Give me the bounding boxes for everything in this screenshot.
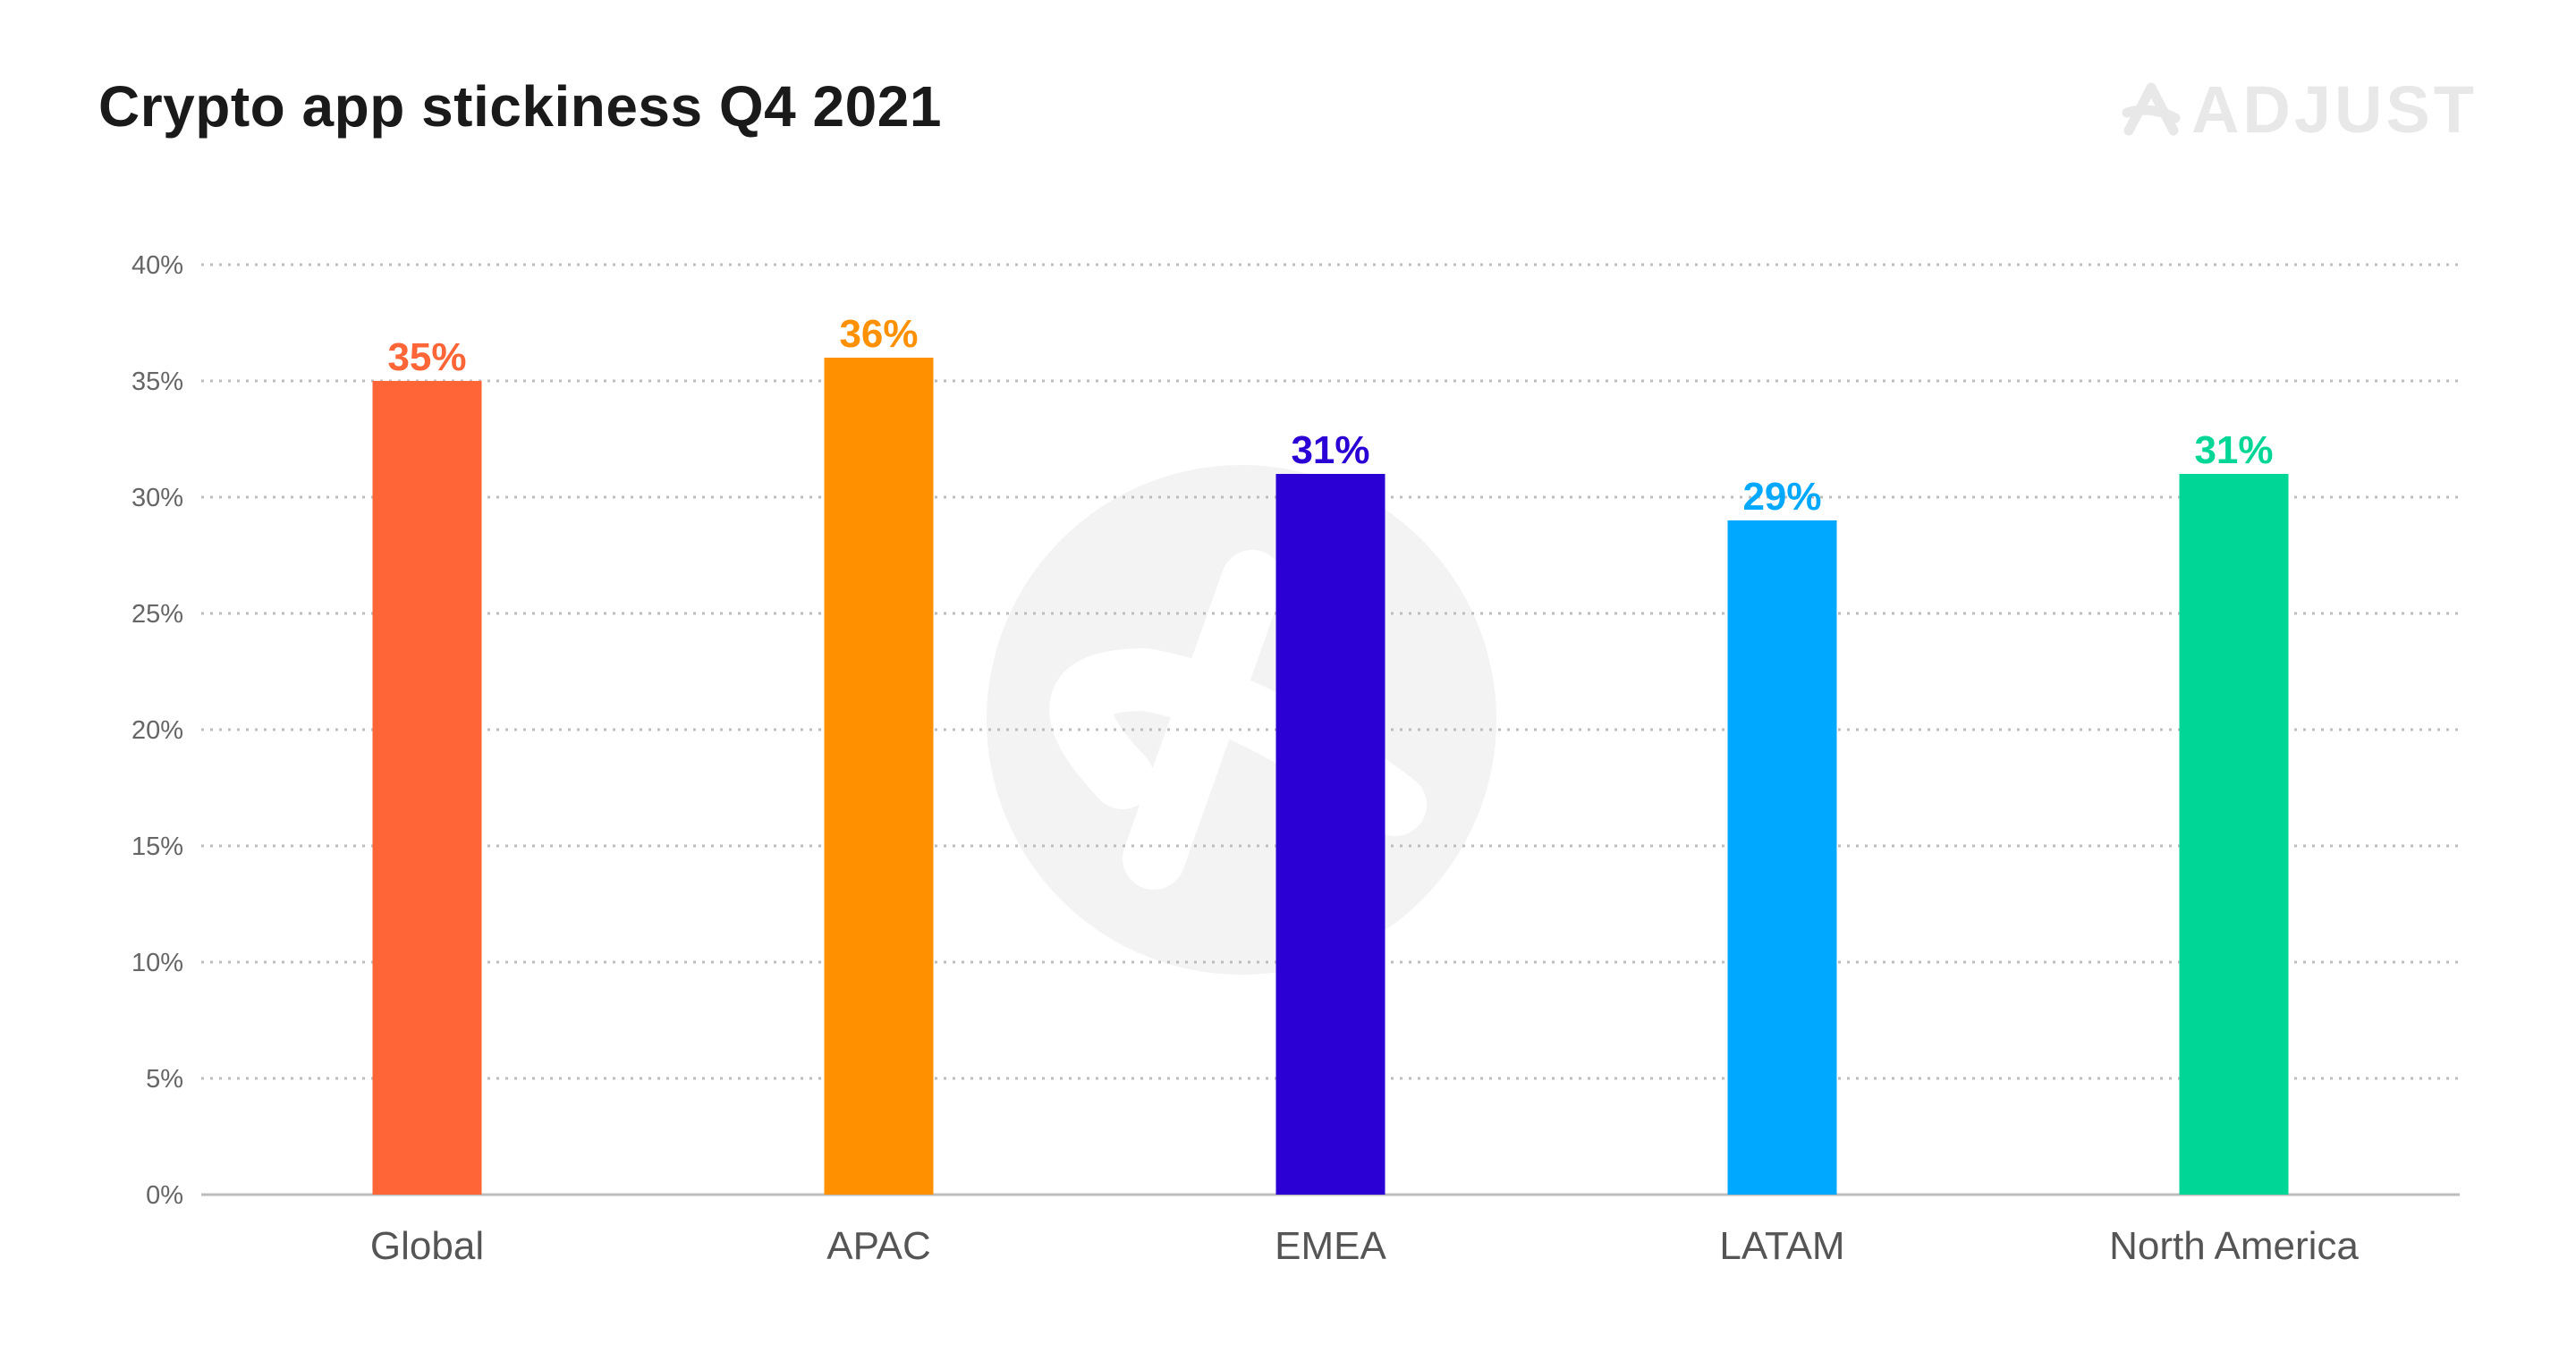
data-label: 35% — [387, 335, 466, 379]
y-tick-label: 40% — [131, 251, 183, 280]
brand-logo: ADJUST — [2120, 77, 2478, 143]
y-tick-label: 15% — [131, 832, 183, 861]
y-tick-label: 25% — [131, 600, 183, 629]
adjust-watermark-icon — [987, 465, 1496, 975]
data-label: 36% — [839, 312, 918, 356]
y-tick-label: 10% — [131, 949, 183, 977]
logo-wordmark: ADJUST — [2190, 72, 2478, 147]
x-tick-label: North America — [2109, 1224, 2359, 1268]
y-tick-label: 35% — [131, 368, 183, 396]
x-tick-label: Global — [370, 1224, 484, 1268]
bar-apac — [824, 358, 934, 1195]
data-label: 29% — [1742, 475, 1821, 519]
bar-latam — [1727, 520, 1837, 1195]
y-tick-label: 30% — [131, 484, 183, 512]
y-tick-label: 5% — [146, 1065, 183, 1094]
chart-title: Crypto app stickiness Q4 2021 — [98, 74, 942, 139]
bar-global — [372, 381, 482, 1195]
y-tick-label: 0% — [146, 1181, 183, 1210]
data-label: 31% — [1291, 428, 1369, 472]
y-tick-label: 20% — [131, 716, 183, 745]
bar-north-america — [2179, 474, 2289, 1195]
x-tick-label: LATAM — [1719, 1224, 1844, 1268]
bar-emea — [1275, 474, 1385, 1195]
adjust-logo-icon — [2122, 82, 2181, 136]
x-tick-label: APAC — [826, 1224, 931, 1268]
x-tick-label: EMEA — [1275, 1224, 1386, 1268]
data-label: 31% — [2194, 428, 2273, 472]
